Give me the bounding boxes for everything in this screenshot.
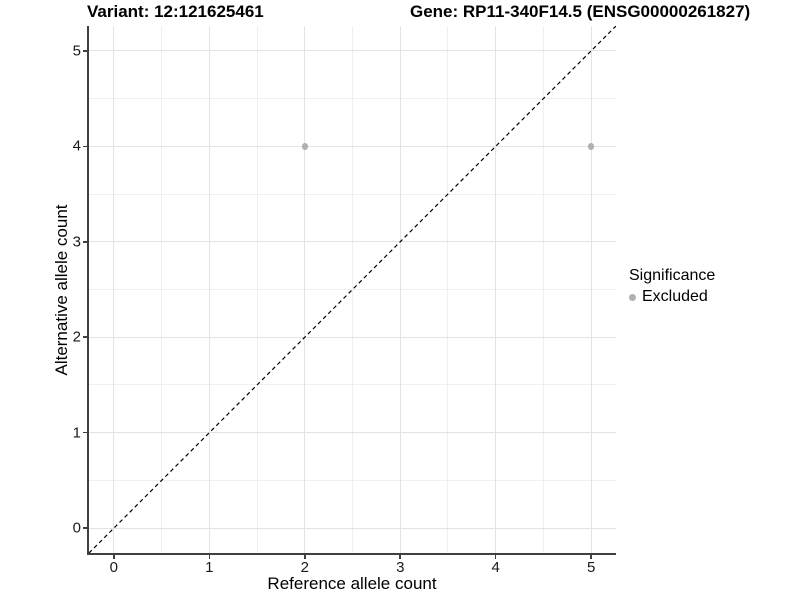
gene-title: Gene: RP11-340F14.5 (ENSG00000261827) (410, 2, 751, 21)
x-axis-tick (494, 555, 497, 559)
x-axis-tick (113, 555, 115, 559)
x-axis-tick-label: 5 (587, 559, 596, 576)
y-axis-tick-label: 0 (72, 519, 81, 537)
legend-item-label: Excluded (642, 288, 708, 305)
x-axis-tick-label: 1 (205, 559, 214, 576)
y-axis-tick (83, 145, 87, 148)
x-axis-tick-label: 3 (396, 559, 405, 576)
gridline-x-major (304, 26, 306, 553)
gridline-y-major (89, 432, 616, 434)
gridline-y-major (89, 145, 616, 147)
data-point (301, 143, 308, 150)
x-axis-tick (399, 555, 401, 559)
gridline-x-major (495, 26, 497, 553)
gridline-y-major (89, 527, 616, 529)
gridline-y-major (89, 241, 616, 243)
gridline-y-minor (89, 98, 616, 100)
gridline-x-major (208, 26, 210, 553)
plot-panel (87, 26, 616, 555)
gridline-y-minor (89, 479, 616, 481)
gridline-x-major (113, 26, 115, 553)
y-axis-tick (83, 241, 87, 243)
gridline-y-minor (89, 289, 616, 290)
legend-item-excluded: Excluded (629, 288, 715, 306)
gridline-x-major (590, 26, 592, 553)
y-axis-tick-label: 2 (72, 328, 81, 346)
x-axis-tick (208, 555, 211, 559)
y-axis-title: Alternative allele count (52, 204, 71, 376)
x-axis-tick-label: 0 (109, 559, 118, 576)
y-axis-tick (83, 527, 87, 529)
legend-title: Significance (629, 267, 716, 284)
excluded-point-swatch-icon (629, 293, 636, 301)
x-axis-tick (590, 555, 592, 559)
y-axis-tick-label: 5 (72, 42, 81, 60)
y-axis-tick (83, 50, 87, 52)
y-axis-tick-label: 4 (72, 137, 81, 155)
legend: Significance Excluded (629, 267, 715, 306)
gridline-y-major (89, 336, 616, 338)
gridline-y-major (89, 50, 616, 52)
y-axis-tick (83, 336, 87, 338)
gridline-x-major (399, 26, 401, 553)
gridline-y-minor (89, 384, 616, 386)
x-axis-title: Reference allele count (267, 574, 437, 593)
x-axis-tick-label: 4 (491, 559, 500, 576)
data-point (587, 143, 595, 150)
y-axis-tick-label: 3 (72, 233, 81, 251)
gridline-y-minor (89, 193, 616, 195)
y-axis-tick (83, 431, 87, 434)
identity-line (89, 26, 616, 553)
y-axis-tick-label: 1 (72, 424, 81, 442)
x-axis-tick-label: 2 (300, 559, 309, 576)
x-axis-tick (304, 555, 306, 559)
variant-title: Variant: 12:121625461 (87, 2, 264, 21)
